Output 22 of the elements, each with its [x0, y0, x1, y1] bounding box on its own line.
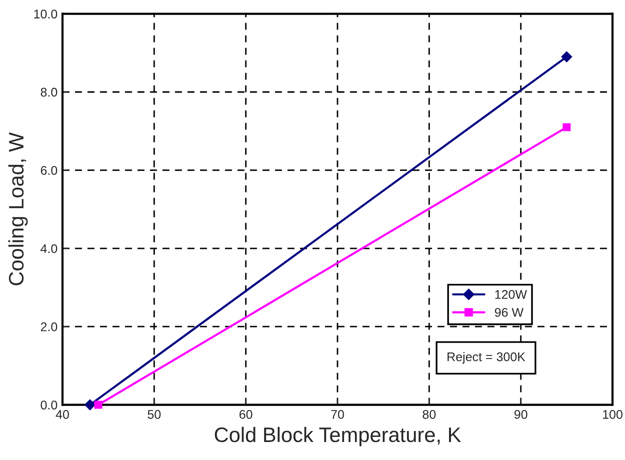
x-tick-label: 100 — [603, 410, 622, 419]
y-tick-label: 6.0 — [40, 166, 58, 175]
x-tick-label: 60 — [240, 410, 252, 419]
point — [561, 51, 572, 62]
x-tick-label: 70 — [331, 410, 344, 419]
x-tick-label: 40 — [56, 410, 69, 419]
annotation: Reject = 300K — [448, 352, 526, 364]
y-tick-label: 2.0 — [40, 322, 58, 332]
y-axis-title: Cooling Load, W — [8, 132, 28, 286]
point — [562, 123, 571, 132]
y-tick-label: 4.0 — [40, 244, 58, 254]
legend-label: 96 W — [494, 308, 524, 317]
y-tick-label: 0.0 — [40, 400, 58, 410]
y-tick-label: 8.0 — [40, 88, 58, 97]
x-tick-label: 80 — [422, 410, 436, 419]
x-tick-label: 50 — [148, 410, 161, 419]
y-tick-label: 10.0 — [34, 10, 58, 18]
x-tick-label: 90 — [514, 410, 528, 419]
legend-label: 120W — [495, 290, 527, 299]
point — [84, 399, 96, 410]
x-axis-title: Cold Block Temperature, K — [214, 426, 461, 446]
point — [94, 400, 102, 409]
